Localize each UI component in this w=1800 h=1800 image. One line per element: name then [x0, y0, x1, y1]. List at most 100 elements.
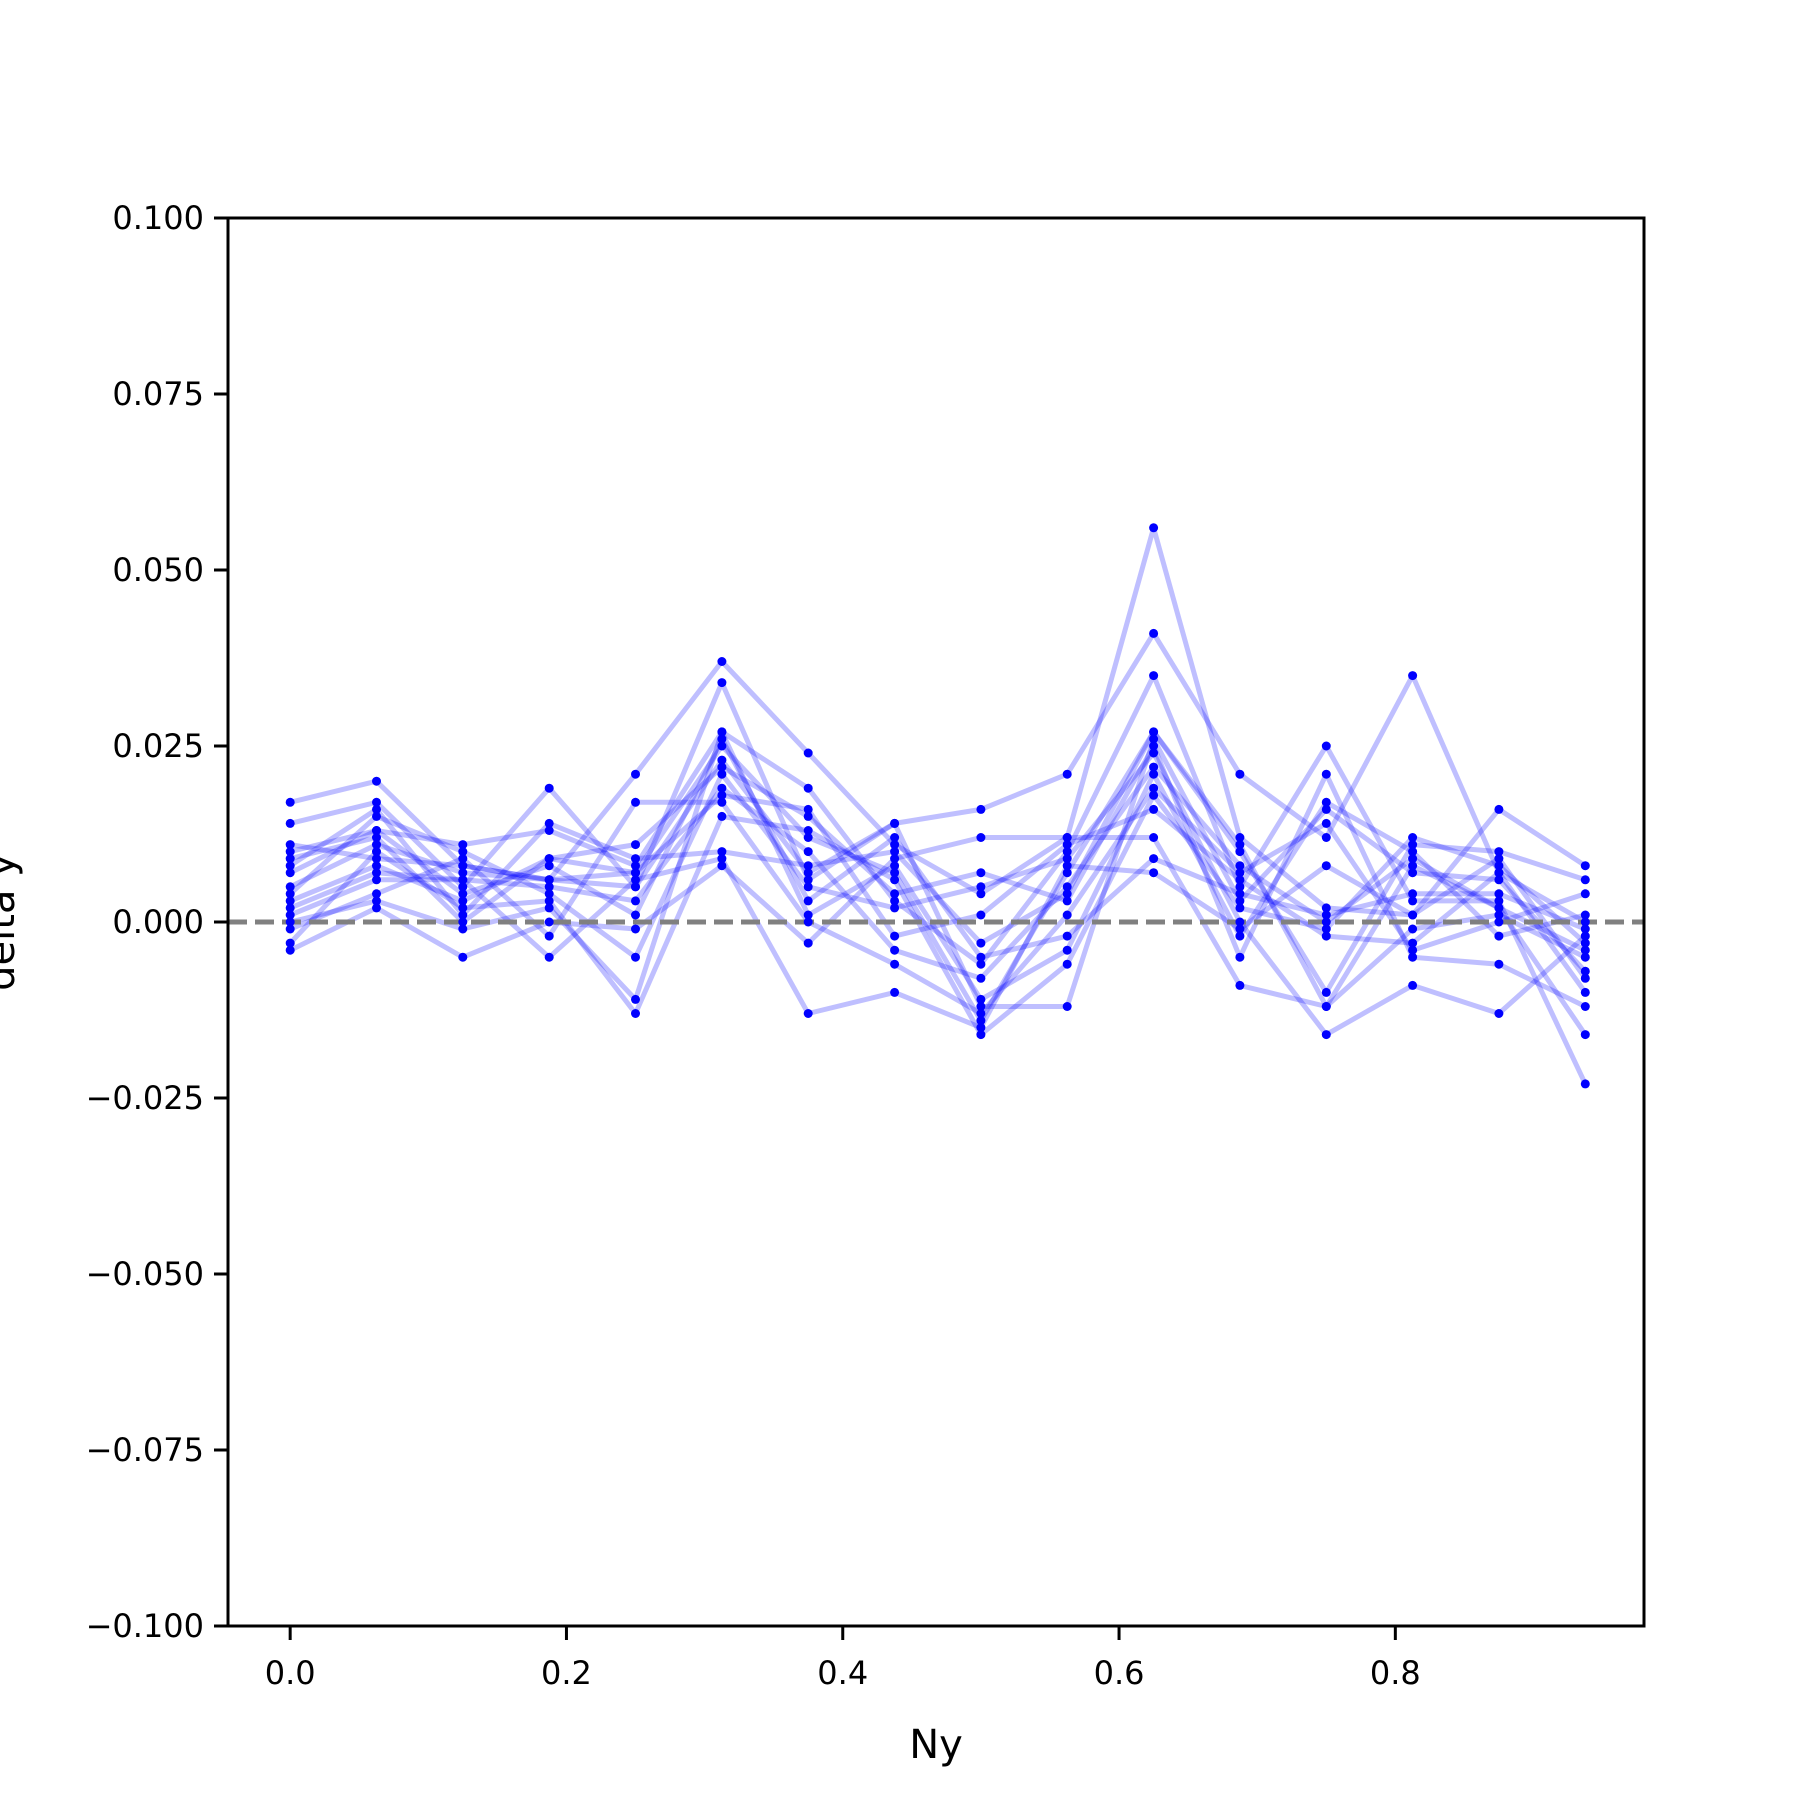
- data-point-s15-5: [631, 994, 640, 1004]
- data-point-s7-4: [544, 882, 554, 892]
- data-point-s4-10: [1062, 868, 1072, 878]
- data-point-s6-11: [1149, 741, 1159, 751]
- data-point-s15-1: [285, 917, 295, 927]
- data-point-s7-6: [717, 783, 727, 793]
- data-point-s14-15: [1494, 903, 1504, 913]
- data-point-s14-4: [544, 818, 554, 828]
- data-point-s7-11: [1149, 762, 1159, 772]
- data-point-s6-7: [803, 811, 813, 821]
- data-point-s9-15: [1494, 861, 1504, 871]
- data-point-s9-4: [544, 896, 554, 906]
- data-point-s10-8: [890, 854, 900, 864]
- data-point-s8-13: [1321, 818, 1331, 828]
- data-point-s8-7: [803, 917, 813, 927]
- data-point-s9-2: [372, 847, 381, 857]
- data-point-s11-9: [976, 952, 986, 962]
- series-line-11: [289, 736, 1587, 960]
- data-point-s10-1: [285, 945, 295, 955]
- data-point-s6-13: [1321, 769, 1331, 779]
- data-point-s1-12: [1235, 833, 1245, 842]
- data-point-s13-7: [803, 882, 813, 892]
- points-layer: [285, 523, 1590, 1089]
- data-point-s16-11: [1149, 804, 1159, 814]
- x-axis-label: Ny: [909, 1722, 963, 1768]
- data-point-s12-2: [372, 868, 381, 878]
- data-point-s7-13: [1321, 917, 1331, 927]
- y-tick-label: 0.100: [112, 199, 204, 237]
- data-point-s2-14: [1408, 671, 1418, 681]
- data-point-s10-5: [631, 924, 640, 934]
- data-point-s13-15: [1494, 1009, 1504, 1018]
- data-point-s5-12: [1235, 896, 1245, 906]
- data-point-s4-1: [285, 854, 295, 864]
- data-point-s7-10: [1062, 882, 1072, 892]
- y-tick-label: 0.075: [112, 375, 204, 413]
- data-point-s12-9: [976, 1023, 986, 1033]
- data-point-s9-16: [1580, 938, 1590, 948]
- data-point-s7-8: [890, 945, 900, 955]
- data-point-s16-10: [1062, 840, 1072, 850]
- series-line-10: [289, 835, 1587, 1009]
- data-point-s6-10: [1062, 896, 1072, 906]
- data-point-s4-6: [717, 741, 727, 751]
- data-point-s1-15: [1494, 804, 1504, 814]
- series-line-14: [288, 729, 1587, 1009]
- data-point-s9-6: [717, 811, 727, 821]
- data-point-s4-13: [1321, 987, 1331, 997]
- data-point-s11-15: [1494, 889, 1504, 899]
- data-point-s12-13: [1321, 861, 1331, 871]
- data-point-s16-14: [1408, 938, 1418, 948]
- data-point-s10-4: [544, 917, 554, 927]
- data-point-s10-12: [1235, 980, 1245, 990]
- data-point-s13-9: [976, 882, 986, 892]
- data-point-s11-4: [544, 861, 554, 871]
- data-point-s2-9: [976, 804, 986, 814]
- data-point-s13-2: [372, 811, 381, 821]
- data-point-s10-2: [372, 903, 381, 913]
- data-point-s12-1: [285, 903, 295, 913]
- data-point-s12-7: [803, 1009, 813, 1018]
- data-point-s3-14: [1408, 896, 1418, 906]
- data-point-s10-16: [1580, 952, 1590, 962]
- data-point-s7-1: [285, 910, 295, 920]
- data-point-s15-2: [372, 896, 381, 906]
- data-point-s1-13: [1321, 903, 1331, 913]
- data-point-s3-8: [890, 896, 900, 906]
- data-point-s3-13: [1321, 741, 1331, 751]
- data-point-s5-5: [631, 882, 640, 892]
- data-point-s8-16: [1580, 889, 1590, 899]
- x-tick-label: 0.0: [265, 1654, 316, 1692]
- data-point-s9-8: [890, 875, 900, 885]
- data-point-s11-2: [372, 826, 381, 835]
- data-point-s11-13: [1321, 910, 1331, 920]
- data-point-s16-6: [717, 790, 727, 800]
- data-point-s14-13: [1321, 1002, 1331, 1011]
- y-tick-label: −0.075: [86, 1431, 204, 1469]
- series-line-13: [288, 750, 1587, 1038]
- data-point-s12-4: [544, 952, 554, 962]
- data-point-s4-12: [1235, 847, 1245, 857]
- data-point-s2-6: [717, 678, 727, 688]
- data-point-s9-9: [976, 1030, 986, 1040]
- data-point-s10-3: [458, 952, 468, 962]
- data-point-s4-2: [372, 833, 381, 842]
- data-point-s15-8: [890, 861, 900, 871]
- data-point-s16-16: [1580, 987, 1590, 997]
- data-point-s10-14: [1408, 924, 1418, 934]
- series-line-7: [289, 764, 1588, 1037]
- data-point-s15-10: [1062, 945, 1072, 955]
- data-point-s16-9: [976, 910, 986, 920]
- data-point-s8-6: [717, 797, 727, 807]
- data-point-s12-14: [1408, 910, 1418, 920]
- series-line-12: [289, 856, 1588, 1031]
- y-tick-label: −0.050: [86, 1255, 204, 1293]
- data-point-s3-1: [285, 847, 295, 857]
- data-point-s11-5: [631, 910, 640, 920]
- data-point-s5-10: [1062, 1002, 1072, 1011]
- data-point-s16-5: [631, 868, 640, 878]
- data-point-s4-8: [890, 868, 900, 878]
- data-point-s13-14: [1408, 980, 1418, 990]
- data-point-s11-14: [1408, 889, 1418, 899]
- series-line-8: [289, 785, 1587, 1016]
- data-point-s2-2: [372, 797, 381, 807]
